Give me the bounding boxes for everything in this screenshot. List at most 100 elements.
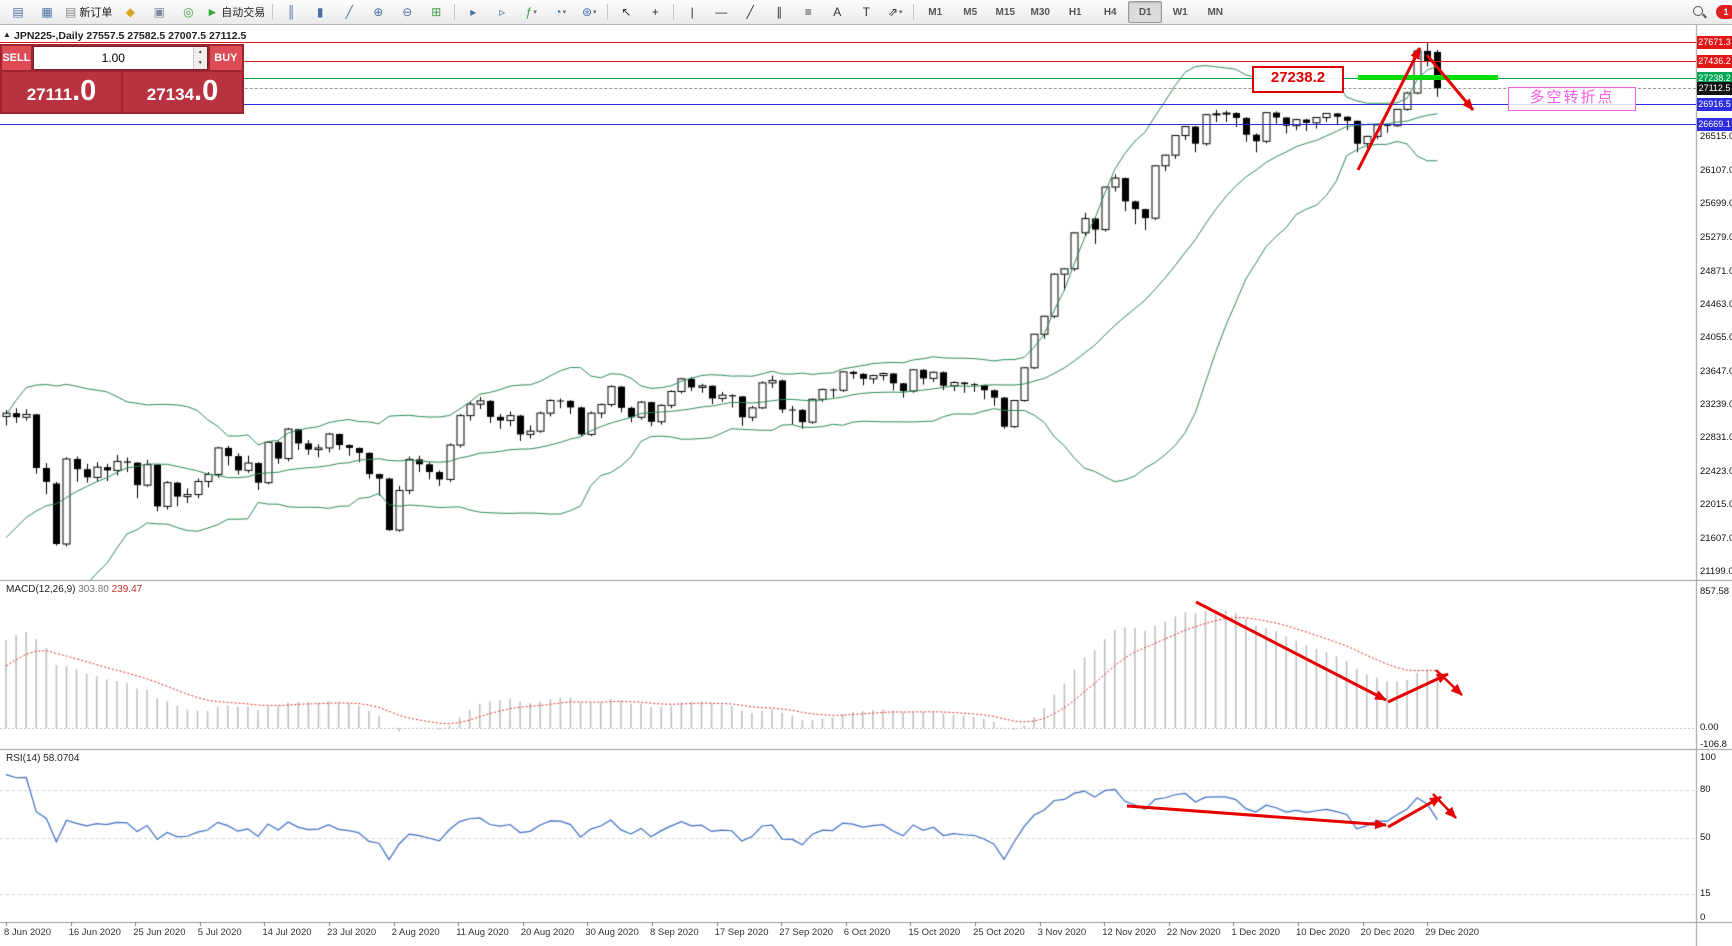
date-axis-label: 20 Aug 2020 (520, 927, 575, 938)
one-click-panel-toggle[interactable]: ▲ (3, 30, 11, 39)
periods-button[interactable]: ◔ ▾ (546, 1, 574, 23)
candlestick-chart-button[interactable]: ▮ (306, 1, 334, 23)
turning-point-label[interactable]: 多空转折点 (1508, 87, 1636, 111)
horizontal-line-button[interactable]: — (707, 1, 735, 23)
sell-button[interactable]: SELL (2, 46, 31, 70)
price-axis-label: 22831.0 (1700, 432, 1732, 444)
label-button[interactable]: T (852, 1, 880, 23)
zoom-out-button[interactable]: ⊖ (393, 1, 421, 23)
line-chart-button[interactable]: ╱ (335, 1, 363, 23)
timeframe-h1-button[interactable]: H1 (1068, 6, 1082, 18)
chart-shift-button[interactable]: ▹ (488, 1, 516, 23)
indicators-button[interactable]: ƒ ▾ (517, 1, 545, 23)
periods-icon: ◔ (554, 5, 562, 19)
macd-indicator-label: MACD(12,26,9) 303.80 239.47 (6, 584, 142, 595)
autotrading-icon: ► (206, 5, 219, 19)
new-order-button[interactable]: ▤ 新订单 (62, 1, 115, 23)
date-axis-label: 11 Aug 2020 (456, 927, 509, 938)
chart-overlay: ▲ JPN225-,Daily 27557.5 27582.5 27007.5 … (0, 24, 1732, 946)
date-axis-label: 8 Sep 2020 (650, 927, 699, 938)
timeframe-m30-button[interactable]: M30 (1030, 6, 1050, 18)
timeframe-m5-button[interactable]: M5 (963, 6, 978, 18)
macd-main-value: 303.80 (78, 584, 109, 595)
price-axis-badge: 27238.2 (1697, 71, 1732, 85)
horizontal-price-line[interactable] (0, 124, 1696, 126)
volume-increase-button[interactable]: ▲ (193, 47, 207, 58)
rsi-name: RSI(14) (6, 753, 41, 764)
rsi-axis-label: 80 (1700, 784, 1711, 795)
chart-shift-icon: ▹ (499, 5, 506, 19)
date-axis-label: 8 Jun 2020 (4, 927, 52, 938)
profiles-button[interactable]: ▦ (33, 1, 61, 23)
text-button[interactable]: A (823, 1, 851, 23)
buy-price-small: 27134 (146, 85, 195, 104)
dropdown-caret-icon: ▾ (562, 9, 567, 16)
date-axis-label: 15 Oct 2020 (908, 927, 961, 938)
compile-button[interactable]: ◆ (116, 1, 144, 23)
magnifier-icon (1691, 4, 1707, 20)
bar-chart-button[interactable]: ║ (277, 1, 305, 23)
templates-button[interactable]: ⊛ ▾ (575, 1, 603, 23)
metaeditor-button[interactable]: ▣ (145, 1, 173, 23)
trendline-button[interactable]: ╱ (736, 1, 764, 23)
volume-input[interactable] (33, 47, 193, 69)
volume-spinner: ▲ ▼ (192, 47, 207, 69)
timeframe-h4-button[interactable]: H4 (1103, 6, 1117, 18)
date-axis-label: 3 Nov 2020 (1037, 927, 1087, 938)
date-axis-label: 6 Oct 2020 (843, 927, 891, 938)
price-axis-label: 25699.0 (1700, 197, 1732, 209)
horizontal-price-line[interactable] (0, 61, 1696, 63)
notification-badge[interactable]: 1 (1716, 5, 1732, 19)
date-axis-label: 17 Sep 2020 (714, 927, 769, 938)
cursor-button[interactable]: ↖ (612, 1, 640, 23)
search-button[interactable] (1685, 1, 1713, 23)
macd-axis-label: 0.00 (1700, 722, 1719, 733)
channel-button[interactable]: ∥ (765, 1, 793, 23)
horizontal-price-line[interactable] (0, 42, 1696, 44)
new-chart-icon: ▤ (12, 5, 24, 19)
volume-field: ▲ ▼ (32, 46, 208, 70)
vertical-line-button[interactable]: | (678, 1, 706, 23)
timeframe-m15-button[interactable]: M15 (995, 6, 1015, 18)
buy-price-display[interactable]: 27134.0 (123, 72, 242, 112)
chart-window: ▲ JPN225-,Daily 27557.5 27582.5 27007.5 … (0, 24, 1732, 946)
price-level-label[interactable]: 27238.2 (1252, 66, 1344, 93)
terminal-button[interactable]: ◎ (174, 1, 202, 23)
rsi-value: 58.0704 (43, 753, 80, 764)
cursor-icon: ↖ (621, 5, 632, 19)
new-chart-button[interactable]: ▤ (4, 1, 32, 23)
timeframe-m1-button[interactable]: M1 (928, 6, 943, 18)
auto-scroll-button[interactable]: ▸ (459, 1, 487, 23)
fibonacci-button[interactable]: ≡ (794, 1, 822, 23)
profiles-icon: ▦ (41, 5, 53, 19)
horizontal-price-line[interactable] (0, 103, 1696, 105)
crosshair-button[interactable]: + (641, 1, 669, 23)
price-axis-badge: 26669.1 (1697, 118, 1732, 132)
timeframe-d1-button[interactable]: D1 (1128, 1, 1163, 23)
price-chart-canvas[interactable] (0, 24, 1732, 946)
date-axis-label: 29 Dec 2020 (1425, 927, 1480, 938)
horizontal-price-line[interactable] (0, 87, 1696, 89)
toolbar-separator (454, 4, 456, 20)
autotrading-button[interactable]: ► 自动交易 (203, 1, 268, 23)
zoom-in-button[interactable]: ⊕ (364, 1, 392, 23)
price-axis-label: 21199.0 (1700, 565, 1732, 577)
horizontal-price-line[interactable] (0, 77, 1696, 79)
shapes-icon: ⇗ (887, 5, 898, 19)
toolbar-separator (673, 4, 675, 20)
toolbar: ▤ ▦ ▤ 新订单 ◆ ▣ ◎ ► 自动交易 ║ ▮ ╱ ⊕ ⊖ ⊞ ▸ ▹ ƒ ▾ ◔ ▾ ⊛ ▾ ↖ + | — ╱ ∥ ≡ A T ⇗ ▾ M… (0, 0, 1732, 25)
timeframe-mn-button[interactable]: MN (1207, 6, 1224, 18)
tile-windows-button[interactable]: ⊞ (422, 1, 450, 23)
new-order-button-label: 新订单 (79, 7, 113, 19)
volume-decrease-button[interactable]: ▼ (193, 58, 207, 69)
rsi-axis-label: 50 (1700, 832, 1711, 843)
price-axis-badge: 27436.2 (1697, 55, 1732, 69)
shapes-button[interactable]: ⇗ ▾ (881, 1, 909, 23)
sell-price-display[interactable]: 27111.0 (2, 72, 121, 112)
buy-button[interactable]: BUY (209, 46, 242, 70)
channel-icon: ∥ (776, 5, 783, 19)
sell-price-big: .0 (72, 75, 97, 107)
price-axis-label: 22423.0 (1700, 465, 1732, 477)
support-line-segment[interactable] (1358, 75, 1498, 80)
timeframe-w1-button[interactable]: W1 (1172, 6, 1188, 18)
